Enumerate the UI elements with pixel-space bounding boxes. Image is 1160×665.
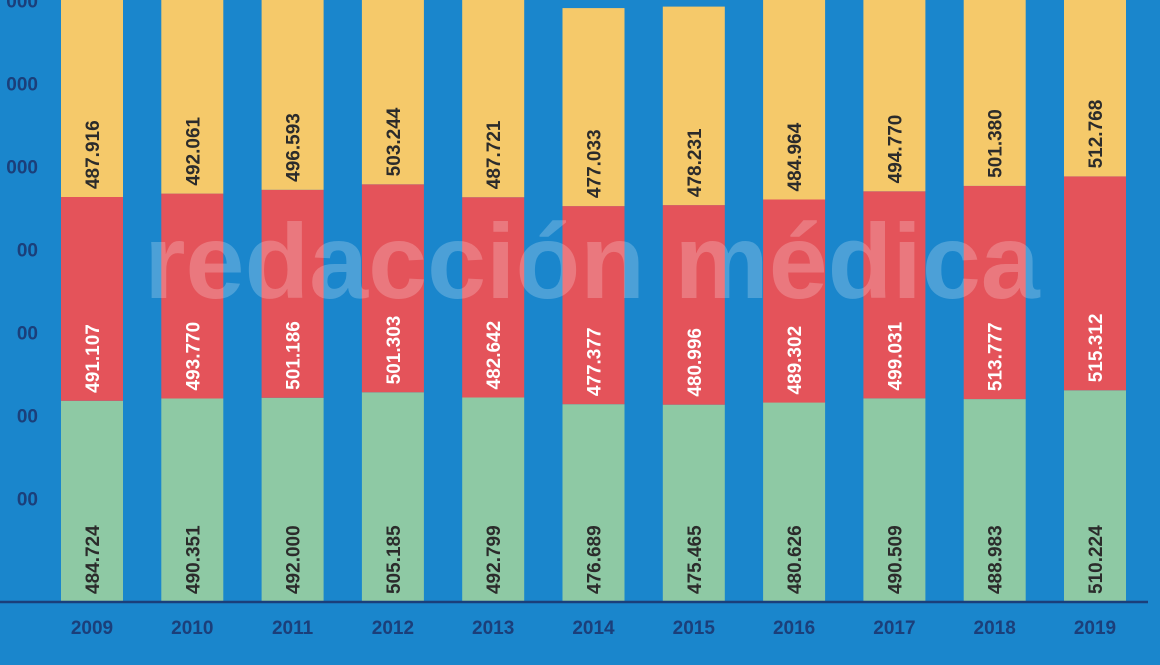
bar-segment-2-2017 <box>863 0 926 192</box>
segment-value-label: 503.244 <box>384 107 405 176</box>
segment-value-label: 510.224 <box>1086 525 1107 594</box>
segment-value-label: 512.768 <box>1086 100 1107 169</box>
bar-segment-0-2018 <box>963 399 1026 602</box>
segment-value-label: 491.107 <box>83 324 104 393</box>
y-tick-label: 000 <box>6 157 38 178</box>
segment-value-label: 513.777 <box>986 322 1007 391</box>
x-tick-label: 2009 <box>71 618 113 639</box>
segment-value-label: 492.061 <box>183 116 204 185</box>
x-tick-label: 2013 <box>472 618 514 639</box>
segment-value-label: 487.721 <box>484 120 505 189</box>
bar-segment-2-2009 <box>61 0 123 197</box>
x-tick-label: 2011 <box>272 618 314 639</box>
segment-value-label: 484.964 <box>785 122 806 191</box>
bar-segment-0-2011 <box>261 397 324 602</box>
y-tick-label: 00 <box>17 323 38 344</box>
segment-value-label: 490.351 <box>183 525 204 594</box>
segment-value-label: 484.724 <box>83 525 104 594</box>
bar-segment-2-2019 <box>1064 0 1126 177</box>
x-tick-label: 2010 <box>171 618 213 639</box>
bar-segment-0-2015 <box>662 404 725 602</box>
bar-segment-0-2013 <box>462 397 525 602</box>
segment-value-label: 505.185 <box>384 525 405 594</box>
segment-value-label: 478.231 <box>685 128 706 197</box>
bar-segment-1-2018 <box>963 185 1026 400</box>
x-tick-label: 2017 <box>873 618 915 639</box>
segment-value-label: 515.312 <box>1086 314 1107 383</box>
bar-segment-2-2015 <box>662 6 725 206</box>
segment-value-label: 477.377 <box>585 327 606 396</box>
bar-segment-0-2017 <box>863 398 926 602</box>
segment-value-label: 496.593 <box>284 113 305 182</box>
segment-value-label: 501.186 <box>284 321 305 390</box>
bar-segment-1-2009 <box>61 197 123 401</box>
bar-segment-1-2016 <box>763 199 826 403</box>
segment-labels-layer: 484.724 491.107 487.916 490.351 493.770 492.0… <box>83 100 1107 594</box>
bar-segment-2-2018 <box>963 0 1026 186</box>
bar-segment-2-2010 <box>161 0 224 194</box>
segment-value-label: 477.033 <box>585 129 606 198</box>
bar-segment-1-2013 <box>462 197 525 398</box>
segment-value-label: 492.799 <box>484 525 505 594</box>
bar-segment-2-2012 <box>361 0 424 185</box>
y-tick-label: 000 <box>6 74 38 95</box>
segment-value-label: 492.000 <box>284 525 305 594</box>
bar-segment-2-2013 <box>462 0 525 198</box>
bar-segment-0-2019 <box>1064 390 1126 602</box>
bar-segment-1-2012 <box>361 184 424 393</box>
segment-value-label: 487.916 <box>83 120 104 189</box>
x-tick-label: 2014 <box>572 618 615 639</box>
segment-value-label: 476.689 <box>585 525 606 594</box>
x-tick-labels: 2009 2010 2011 2012 2013 2014 2015 2016 2017 2018… <box>71 618 1116 639</box>
x-tick-label: 2018 <box>974 618 1016 639</box>
segment-value-label: 488.983 <box>986 525 1007 594</box>
bar-segment-1-2015 <box>662 205 725 405</box>
watermark: redacción médica <box>144 203 1041 321</box>
segment-value-label: 493.770 <box>183 322 204 391</box>
bar-segment-1-2014 <box>562 206 625 405</box>
bar-segment-1-2019 <box>1064 176 1126 391</box>
x-tick-label: 2012 <box>372 618 414 639</box>
bar-segment-0-2014 <box>562 404 625 602</box>
bar-segment-2-2016 <box>763 0 826 200</box>
bar-segment-2-2014 <box>562 8 625 207</box>
y-tick-label: 00 <box>17 489 38 510</box>
bar-segment-1-2017 <box>863 191 926 399</box>
bar-segment-0-2010 <box>161 398 224 602</box>
x-tick-label: 2016 <box>773 618 815 639</box>
bar-segment-0-2009 <box>61 400 123 602</box>
x-tick-label: 2019 <box>1074 618 1116 639</box>
segment-value-label: 482.642 <box>484 321 505 390</box>
segment-value-label: 499.031 <box>885 321 906 390</box>
bars-layer <box>61 0 1126 602</box>
y-tick-label: 000 <box>6 0 38 12</box>
bar-segment-0-2012 <box>361 392 424 602</box>
bar-segment-1-2010 <box>161 193 224 399</box>
segment-value-label: 480.996 <box>685 328 706 397</box>
x-tick-label: 2015 <box>673 618 716 639</box>
segment-value-label: 475.465 <box>685 525 706 594</box>
segment-value-label: 480.626 <box>785 525 806 594</box>
bar-segment-2-2011 <box>261 0 324 190</box>
segment-value-label: 489.302 <box>785 326 806 395</box>
segment-value-label: 501.303 <box>384 316 405 385</box>
segment-value-label: 494.770 <box>885 115 906 184</box>
segment-value-label: 490.509 <box>885 525 906 594</box>
segment-value-label: 501.380 <box>986 109 1007 178</box>
bar-segment-0-2016 <box>763 402 826 602</box>
y-tick-label: 00 <box>17 240 38 261</box>
y-tick-label: 00 <box>17 406 38 427</box>
bar-segment-1-2011 <box>261 189 324 398</box>
